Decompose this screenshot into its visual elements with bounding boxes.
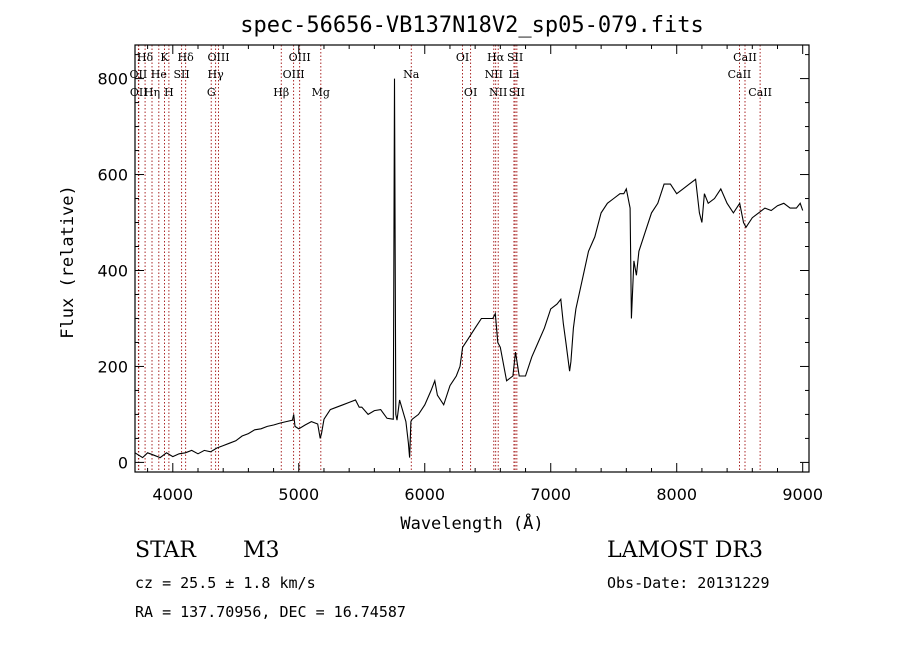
line-label: K [160, 51, 169, 64]
line-label: OII [130, 86, 148, 99]
object-subclass: M3 [243, 538, 280, 563]
chart-title: spec-56656-VB137N18V2_sp05-079.fits [240, 13, 704, 38]
x-tick-label: 9000 [782, 485, 823, 504]
plot-frame [134, 44, 810, 473]
y-tick-label: 600 [97, 166, 128, 185]
spectrum-line [134, 78, 804, 459]
line-label: G [207, 86, 216, 99]
line-label: Li [509, 68, 520, 81]
line-label: OIII [283, 68, 305, 81]
line-label: Hη [144, 86, 160, 99]
obs-date: Obs-Date: 20131229 [607, 574, 770, 592]
survey-name: LAMOST DR3 [607, 538, 763, 563]
x-tick-label: 5000 [278, 485, 319, 504]
line-label: OI [464, 86, 477, 99]
y-tick-label: 800 [97, 70, 128, 89]
x-tick-label: 6000 [404, 485, 445, 504]
line-label: CaII [733, 51, 757, 64]
line-label: Hδ [137, 51, 154, 64]
line-label: SII [173, 68, 189, 81]
line-label: Hα [487, 51, 505, 64]
line-label: CaII [728, 68, 752, 81]
line-label: NII [489, 86, 507, 99]
line-label: He [151, 68, 167, 81]
line-label: OIII [207, 51, 229, 64]
y-axis: 0 200 400 600 800 [97, 54, 809, 472]
x-tick-label: 8000 [656, 485, 697, 504]
object-class: STAR [135, 538, 196, 563]
line-label: Hβ [273, 86, 289, 99]
line-label: SII [509, 86, 525, 99]
x-tick-label: 4000 [152, 485, 193, 504]
y-tick-label: 400 [97, 261, 128, 280]
line-label: Hδ [178, 51, 195, 64]
y-axis-label: Flux (relative) [58, 185, 78, 339]
line-markers [137, 45, 761, 472]
x-tick-label: 7000 [530, 485, 571, 504]
line-label: Mg [312, 86, 330, 99]
x-axis-label: Wavelength (Å) [400, 512, 543, 534]
line-label: OIII [289, 51, 311, 64]
line-label: CaII [748, 86, 772, 99]
x-axis: 4000 5000 6000 7000 8000 9000 [147, 45, 823, 504]
line-label: H [164, 86, 174, 99]
coordinates: RA = 137.70956, DEC = 16.74587 [135, 603, 406, 621]
line-label: OI [456, 51, 469, 64]
y-tick-label: 0 [118, 453, 128, 472]
redshift-readout: cz = 25.5 ± 1.8 km/s [135, 574, 316, 592]
line-label: Na [403, 68, 420, 81]
line-label: Hγ [208, 68, 225, 81]
y-tick-label: 200 [97, 357, 128, 376]
line-label: OII [130, 68, 148, 81]
line-label: NII [485, 68, 503, 81]
line-label: SII [507, 51, 523, 64]
